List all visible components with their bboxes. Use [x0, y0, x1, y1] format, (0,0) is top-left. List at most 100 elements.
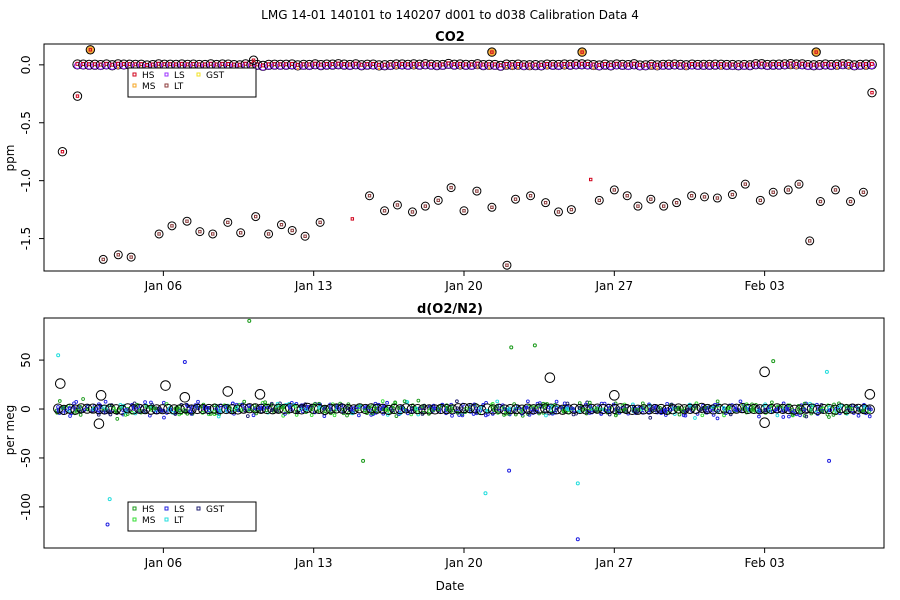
x-tick-label: Jan 20 — [444, 556, 483, 570]
co2-point-ms — [789, 66, 792, 69]
co2-low-circle — [541, 198, 551, 208]
co2-low-point — [513, 197, 518, 201]
co2-point-ms — [720, 67, 723, 70]
o2n2-point — [559, 405, 563, 410]
o2n2-point — [206, 412, 211, 417]
co2-low-circle — [727, 190, 737, 200]
o2n2-mean-circle — [544, 372, 556, 384]
o2n2-point — [450, 413, 454, 418]
co2-low-point — [649, 197, 653, 201]
co2-low-circle — [287, 225, 297, 235]
o2n2-point — [547, 405, 551, 410]
co2-point-ms — [528, 67, 531, 70]
o2n2-point — [802, 407, 807, 412]
o2n2-point — [513, 412, 518, 417]
co2-low-circle — [154, 229, 164, 239]
o2n2-point — [861, 408, 866, 413]
o2n2-point — [484, 413, 488, 418]
o2n2-point — [327, 407, 331, 412]
o2n2-point — [245, 414, 250, 418]
o2n2-circle — [661, 404, 673, 416]
co2-low-point — [116, 253, 120, 257]
co2-low-point — [662, 204, 666, 208]
o2n2-point — [56, 409, 61, 413]
co2-low-point — [625, 194, 629, 198]
o2n2-point — [135, 402, 140, 407]
co2-low-point — [556, 210, 561, 214]
co2-point-ms — [685, 67, 688, 70]
o2n2-circle — [342, 404, 354, 415]
o2n2-outlier — [247, 318, 252, 323]
o2n2-point — [798, 410, 803, 415]
co2-low-circle — [794, 179, 804, 189]
co2-panel: CO2 Jan 06 Jan 13 Jan 20 Jan 27 Feb 03 0.0 -0.… — [3, 30, 885, 293]
co2-point-ms — [795, 66, 798, 69]
co2-low-point — [528, 194, 533, 198]
co2-outlier-circle — [811, 47, 821, 57]
o2n2-point — [490, 405, 495, 410]
co2-outlier-point — [75, 94, 80, 98]
o2n2-point — [123, 410, 128, 415]
o2n2-mean-circle — [254, 389, 266, 400]
o2n2-point — [869, 407, 873, 412]
o2n2-point — [162, 415, 166, 420]
co2-outlier-circle — [248, 55, 259, 65]
o2n2-point — [57, 399, 62, 403]
o2n2-mean-circle — [759, 417, 770, 429]
o2n2-point — [281, 413, 286, 418]
co2-low-circle — [633, 201, 643, 211]
o2n2-point — [317, 401, 321, 406]
o2n2-point — [332, 413, 337, 418]
o2n2-point — [513, 407, 517, 411]
o2n2-point — [738, 399, 743, 404]
o2n2-point — [216, 414, 221, 419]
o2n2-point — [380, 399, 385, 403]
o2n2-circle — [464, 402, 475, 414]
o2n2-point — [167, 407, 171, 412]
co2-low-circle — [236, 228, 246, 238]
o2n2-circle — [290, 403, 301, 415]
co2-low-point — [290, 228, 294, 233]
o2n2-point — [827, 415, 831, 419]
co2-point-ms — [592, 67, 595, 70]
o2n2-point — [132, 407, 136, 411]
o2n2-point — [391, 406, 396, 411]
o2n2-outlier — [824, 369, 829, 374]
co2-outlier-point — [490, 50, 494, 54]
x-tick-label: Jan 06 — [144, 279, 183, 293]
co2-low-point — [382, 209, 387, 213]
o2n2-point — [495, 406, 499, 411]
legend-label-lt: LT — [174, 516, 184, 526]
co2-low-circle — [195, 227, 205, 237]
o2n2-circle — [250, 403, 261, 414]
co2-low-circle — [420, 201, 430, 211]
o2n2-mean-circle — [93, 418, 105, 430]
o2n2-mean-circle — [609, 390, 620, 401]
legend-label-lt: LT — [174, 82, 184, 92]
co2-low-circle — [511, 194, 521, 204]
o2n2-point — [390, 408, 395, 413]
o2n2-circle — [337, 403, 348, 414]
co2-low-point — [636, 204, 640, 208]
co2-outlier-circle — [85, 45, 96, 55]
o2n2-point — [512, 402, 517, 406]
co2-point-ms — [377, 67, 380, 70]
o2n2-circle — [632, 404, 644, 415]
o2n2-outlier — [771, 359, 776, 364]
co2-low-point — [490, 205, 494, 210]
co2-low-circle — [622, 191, 632, 201]
legend-label-ms: MS — [142, 82, 156, 92]
legend-marker-lt — [164, 517, 169, 522]
o2n2-point — [239, 408, 244, 412]
co2-low-circle — [182, 216, 192, 226]
o2n2-circle — [470, 403, 481, 414]
co2-low-circle — [783, 185, 793, 195]
o2n2-point — [542, 405, 546, 410]
co2-low-circle — [300, 231, 310, 241]
o2n2-circle — [371, 403, 383, 414]
co2-low-point — [449, 185, 453, 190]
co2-low-circle — [223, 217, 233, 227]
co2-low-circle — [365, 191, 375, 201]
